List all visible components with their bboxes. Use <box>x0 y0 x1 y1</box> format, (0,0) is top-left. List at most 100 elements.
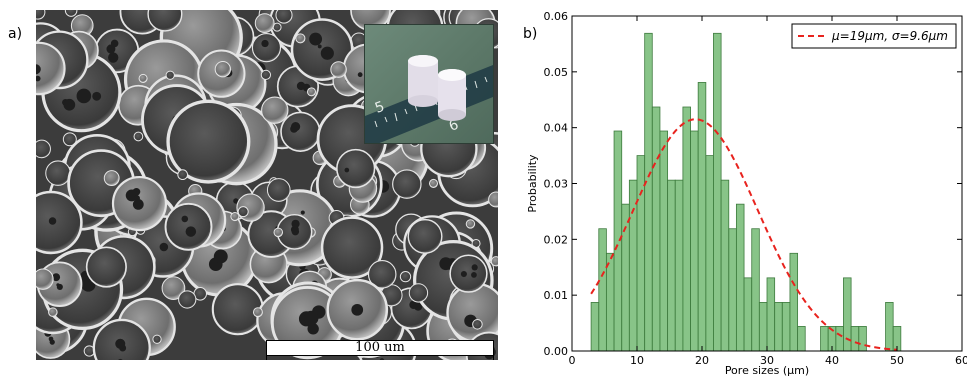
histogram-bar <box>691 131 699 351</box>
histogram-bar <box>790 253 798 351</box>
y-axis-title: Probability <box>526 154 539 213</box>
histogram-bar <box>706 156 714 351</box>
pore <box>139 74 147 82</box>
pore <box>179 291 196 308</box>
histogram-bar <box>721 180 729 351</box>
histogram-bar <box>652 107 660 351</box>
pore <box>255 14 274 33</box>
histogram-bar <box>660 131 668 351</box>
pore-window <box>92 92 101 101</box>
pore <box>166 204 212 250</box>
pore <box>296 34 305 43</box>
pore <box>274 228 283 237</box>
pore <box>331 62 347 78</box>
y-tick-label: 0.00 <box>544 345 569 358</box>
inset-photo: 5 6 <box>364 24 494 144</box>
pore <box>87 247 126 286</box>
pore-window <box>472 264 478 270</box>
x-tick-label: 40 <box>825 354 839 367</box>
pore-window <box>186 226 197 237</box>
pore <box>134 132 143 141</box>
pore-window <box>318 44 322 48</box>
histogram-bar <box>767 278 775 351</box>
histogram-bar <box>851 326 859 351</box>
legend-label: μ=19μm, σ=9.6μm <box>831 29 948 43</box>
pore <box>261 70 270 79</box>
pore <box>168 101 249 182</box>
histogram-bar <box>591 302 599 351</box>
sem-micrograph: 5 6 100 um <box>36 10 498 360</box>
pore-window <box>111 40 119 48</box>
histogram-bar <box>886 302 894 351</box>
x-tick-label: 20 <box>695 354 709 367</box>
pore <box>153 335 161 343</box>
pore <box>491 257 498 266</box>
pore-window <box>291 220 299 228</box>
pore-window <box>181 216 188 223</box>
histogram-bar <box>836 326 844 351</box>
histogram-bar <box>736 204 744 351</box>
pore-window <box>214 249 228 263</box>
pore <box>238 207 248 217</box>
pore <box>215 62 230 77</box>
histogram-bar <box>744 278 752 351</box>
pore-window <box>301 210 305 214</box>
histogram-bar <box>629 180 637 351</box>
pore-window <box>57 285 62 290</box>
pore-window <box>63 99 75 111</box>
histogram-bar <box>668 180 676 351</box>
x-tick-label: 60 <box>955 354 967 367</box>
histogram-bar <box>713 33 721 351</box>
pore-window <box>358 72 363 77</box>
pore-window <box>471 272 477 278</box>
pore-window <box>108 52 118 62</box>
pore <box>46 161 70 185</box>
pore <box>408 220 442 254</box>
pore <box>252 34 280 62</box>
legend: μ=19μm, σ=9.6μm <box>792 24 956 48</box>
pore <box>281 112 320 151</box>
pore <box>473 320 483 330</box>
pore-window <box>115 339 125 349</box>
y-tick-label: 0.04 <box>544 122 569 135</box>
histogram-bar <box>614 131 622 351</box>
histogram-bar <box>798 326 806 351</box>
histogram-bar <box>729 229 737 351</box>
histogram-bar <box>752 229 760 351</box>
bars-layer <box>591 33 901 351</box>
histogram-bar <box>645 33 653 351</box>
y-tick-label: 0.06 <box>544 10 569 23</box>
pore <box>429 179 437 187</box>
histogram-bar <box>821 326 829 351</box>
pore <box>178 170 188 180</box>
histogram-bar <box>698 82 706 351</box>
histogram-bar <box>606 253 614 351</box>
histogram-bar <box>683 107 691 351</box>
pore <box>36 140 50 158</box>
pore <box>307 88 315 96</box>
pore <box>466 220 474 228</box>
x-tick-label: 0 <box>569 354 576 367</box>
pore <box>450 255 487 292</box>
pore-window <box>291 122 300 131</box>
pore-window <box>353 305 362 314</box>
scale-bar: 100 um <box>266 340 494 356</box>
pore-window <box>304 311 318 325</box>
scale-bar-ticks <box>266 356 494 360</box>
pore <box>276 10 292 23</box>
pore <box>253 308 262 317</box>
pore-window <box>321 47 334 60</box>
pore <box>231 213 239 221</box>
histogram-bar <box>859 326 867 351</box>
scale-bar-label: 100 um <box>267 340 493 355</box>
pore-window <box>344 168 349 173</box>
panel-label-a: a) <box>8 26 22 42</box>
x-tick-label: 10 <box>630 354 644 367</box>
pore <box>337 150 375 188</box>
y-tick-label: 0.02 <box>544 233 569 246</box>
pore <box>393 170 421 198</box>
histogram-bar <box>782 302 790 351</box>
histogram-bar <box>675 180 683 351</box>
